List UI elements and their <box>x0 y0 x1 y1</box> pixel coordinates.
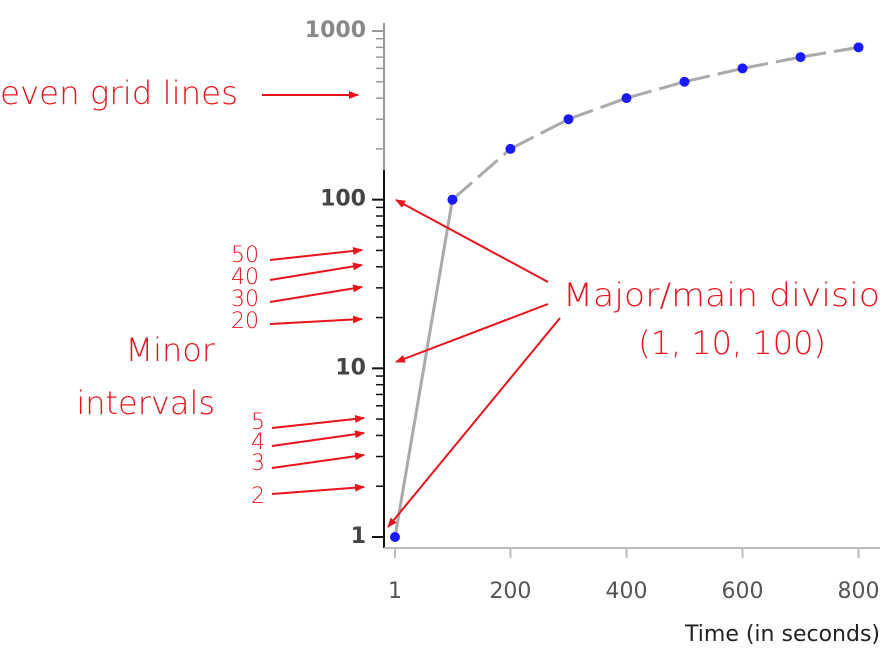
x-tick-label: 1 <box>388 579 402 604</box>
x-tick-label: 400 <box>605 579 647 604</box>
x-tick-label: 800 <box>838 579 880 604</box>
marker <box>390 532 400 542</box>
annotation: Minor <box>125 331 215 369</box>
arrow <box>271 483 365 495</box>
marker <box>737 63 748 74</box>
annotations: even grid lines Major/main divisio (1, 1… <box>0 74 880 528</box>
annotation: 20 <box>231 309 259 334</box>
y-tick-label: 1000 <box>305 18 366 43</box>
line-segment <box>451 147 512 201</box>
line-segment <box>567 96 627 121</box>
annotation: 2 <box>251 484 265 509</box>
y-tick-label: 1 <box>351 524 366 549</box>
marker <box>679 76 690 87</box>
line-segment <box>393 199 454 538</box>
line-segment <box>626 80 685 100</box>
annotation: 40 <box>231 265 259 290</box>
annotation: intervals <box>76 384 215 422</box>
arrow <box>269 284 363 303</box>
arrow <box>271 452 365 469</box>
annotation: 5 <box>251 410 265 435</box>
marker <box>853 42 864 53</box>
arrow <box>269 315 363 325</box>
line-segment <box>684 66 743 84</box>
x-tick-label: 600 <box>722 579 764 604</box>
arrow <box>269 262 363 281</box>
x-tick-label: 200 <box>489 579 531 604</box>
annotation: 30 <box>231 287 259 312</box>
arrow <box>271 430 365 447</box>
annotation: 4 <box>251 430 265 455</box>
marker <box>795 52 806 63</box>
marker <box>447 194 458 205</box>
x-axis-label: Time (in seconds) <box>684 622 880 647</box>
arrow <box>271 414 365 429</box>
annotation: even grid lines <box>0 74 238 112</box>
arrow <box>395 199 549 283</box>
plot-area: 1 10 100 1000 1 200 400 600 800 <box>305 18 880 604</box>
line-segment <box>742 55 801 70</box>
marker <box>505 143 516 154</box>
line-segment <box>509 117 570 151</box>
line-segment <box>800 45 859 59</box>
annotation: 50 <box>231 243 259 268</box>
arrow <box>269 246 363 261</box>
y-tick-label: 10 <box>335 355 366 380</box>
y-tick-label: 100 <box>320 187 366 212</box>
annotation: Major/main divisio <box>563 276 880 314</box>
marker <box>621 93 632 104</box>
marker <box>563 114 574 125</box>
annotation: (1, 10, 100) <box>638 324 826 362</box>
annotation: 3 <box>251 451 265 476</box>
arrow <box>395 303 549 363</box>
arrow <box>387 317 561 528</box>
